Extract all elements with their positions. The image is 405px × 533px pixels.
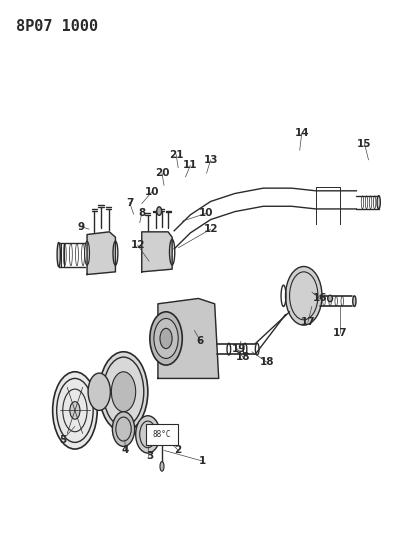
Ellipse shape xyxy=(136,416,160,453)
Ellipse shape xyxy=(328,295,333,302)
Ellipse shape xyxy=(111,372,136,411)
Text: 15: 15 xyxy=(357,139,372,149)
Ellipse shape xyxy=(353,296,356,306)
Text: 16: 16 xyxy=(313,294,327,303)
Polygon shape xyxy=(158,298,219,378)
Text: 20: 20 xyxy=(155,168,169,178)
Text: 13: 13 xyxy=(203,155,218,165)
Ellipse shape xyxy=(112,411,134,447)
Text: 19: 19 xyxy=(232,344,246,354)
Text: 18: 18 xyxy=(260,358,275,367)
Ellipse shape xyxy=(57,243,60,266)
Ellipse shape xyxy=(160,328,172,349)
Text: 88°C: 88°C xyxy=(153,430,171,439)
Ellipse shape xyxy=(88,373,110,410)
Polygon shape xyxy=(142,232,172,272)
Text: 18: 18 xyxy=(236,352,250,362)
Text: 14: 14 xyxy=(294,128,309,138)
Text: 9: 9 xyxy=(77,222,85,231)
Text: 17: 17 xyxy=(301,318,315,327)
Text: 4: 4 xyxy=(122,446,129,455)
Text: 21: 21 xyxy=(169,150,183,159)
Ellipse shape xyxy=(160,462,164,471)
Text: 12: 12 xyxy=(130,240,145,250)
Ellipse shape xyxy=(286,266,322,325)
Text: 10: 10 xyxy=(199,208,214,218)
Ellipse shape xyxy=(154,318,178,359)
Ellipse shape xyxy=(53,372,97,449)
Bar xyxy=(146,424,178,445)
Text: 8P07 1000: 8P07 1000 xyxy=(16,19,98,34)
Text: 3: 3 xyxy=(146,451,153,461)
Text: 6: 6 xyxy=(197,336,204,346)
Text: 11: 11 xyxy=(183,160,198,170)
Text: 17: 17 xyxy=(333,328,347,338)
Text: 1: 1 xyxy=(199,456,206,466)
Text: 12: 12 xyxy=(203,224,218,234)
Text: 8: 8 xyxy=(138,208,145,218)
Ellipse shape xyxy=(99,352,148,432)
Ellipse shape xyxy=(377,196,380,209)
Ellipse shape xyxy=(150,312,182,365)
Ellipse shape xyxy=(157,207,162,215)
Polygon shape xyxy=(87,232,115,274)
Text: 2: 2 xyxy=(175,446,182,455)
Text: 7: 7 xyxy=(126,198,133,207)
Ellipse shape xyxy=(70,402,80,419)
Text: 10: 10 xyxy=(145,187,159,197)
Text: 5: 5 xyxy=(59,435,66,445)
